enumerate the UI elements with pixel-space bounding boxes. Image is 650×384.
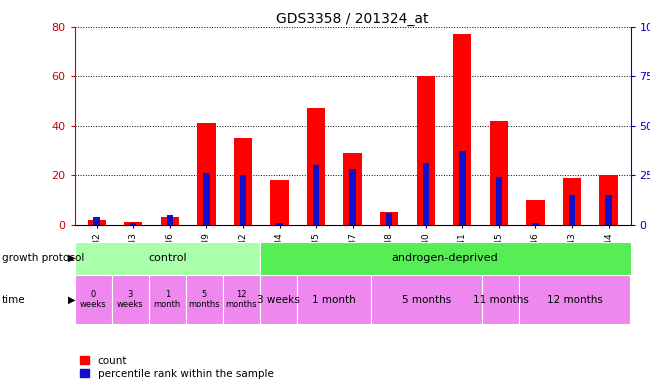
Bar: [260, 242, 630, 275]
Bar: [124, 222, 142, 225]
Bar: [386, 213, 393, 225]
Text: 3 weeks: 3 weeks: [257, 295, 300, 305]
Bar: [453, 34, 471, 225]
Text: 3
weeks: 3 weeks: [117, 290, 144, 309]
Bar: [186, 275, 223, 324]
Text: time: time: [2, 295, 25, 305]
Bar: [161, 217, 179, 225]
Bar: [234, 138, 252, 225]
Bar: [75, 242, 260, 275]
Bar: [422, 163, 429, 225]
Bar: [519, 275, 630, 324]
Bar: [417, 76, 435, 225]
Bar: [166, 215, 173, 225]
Bar: [350, 169, 356, 225]
Text: 12
months: 12 months: [226, 290, 257, 309]
Text: 11 months: 11 months: [473, 295, 528, 305]
Bar: [489, 121, 508, 225]
Bar: [526, 200, 545, 225]
Text: ▶: ▶: [68, 295, 75, 305]
Bar: [569, 195, 575, 225]
Bar: [203, 173, 209, 225]
Bar: [459, 151, 465, 225]
Bar: [223, 275, 260, 324]
Text: 1
month: 1 month: [154, 290, 181, 309]
Text: 5
months: 5 months: [188, 290, 220, 309]
Bar: [130, 223, 136, 225]
Bar: [149, 275, 186, 324]
Bar: [599, 175, 618, 225]
Bar: [532, 223, 539, 225]
Text: 0
weeks: 0 weeks: [80, 290, 107, 309]
Bar: [297, 275, 371, 324]
Text: 5 months: 5 months: [402, 295, 451, 305]
Bar: [197, 123, 216, 225]
Text: growth protocol: growth protocol: [2, 253, 84, 263]
Bar: [260, 275, 297, 324]
Bar: [307, 108, 325, 225]
Text: 12 months: 12 months: [547, 295, 603, 305]
Bar: [94, 217, 100, 225]
Bar: [75, 275, 112, 324]
Text: control: control: [148, 253, 187, 263]
Bar: [88, 220, 106, 225]
Bar: [380, 212, 398, 225]
Text: 1 month: 1 month: [312, 295, 356, 305]
Bar: [343, 153, 362, 225]
Title: GDS3358 / 201324_at: GDS3358 / 201324_at: [276, 12, 429, 26]
Bar: [496, 177, 502, 225]
Bar: [605, 195, 612, 225]
Text: androgen-deprived: androgen-deprived: [392, 253, 499, 263]
Bar: [240, 175, 246, 225]
Bar: [482, 275, 519, 324]
Bar: [112, 275, 149, 324]
Bar: [270, 180, 289, 225]
Bar: [313, 166, 319, 225]
Bar: [563, 178, 581, 225]
Bar: [276, 223, 283, 225]
Text: ▶: ▶: [68, 253, 75, 263]
Legend: count, percentile rank within the sample: count, percentile rank within the sample: [80, 356, 274, 379]
Bar: [371, 275, 482, 324]
